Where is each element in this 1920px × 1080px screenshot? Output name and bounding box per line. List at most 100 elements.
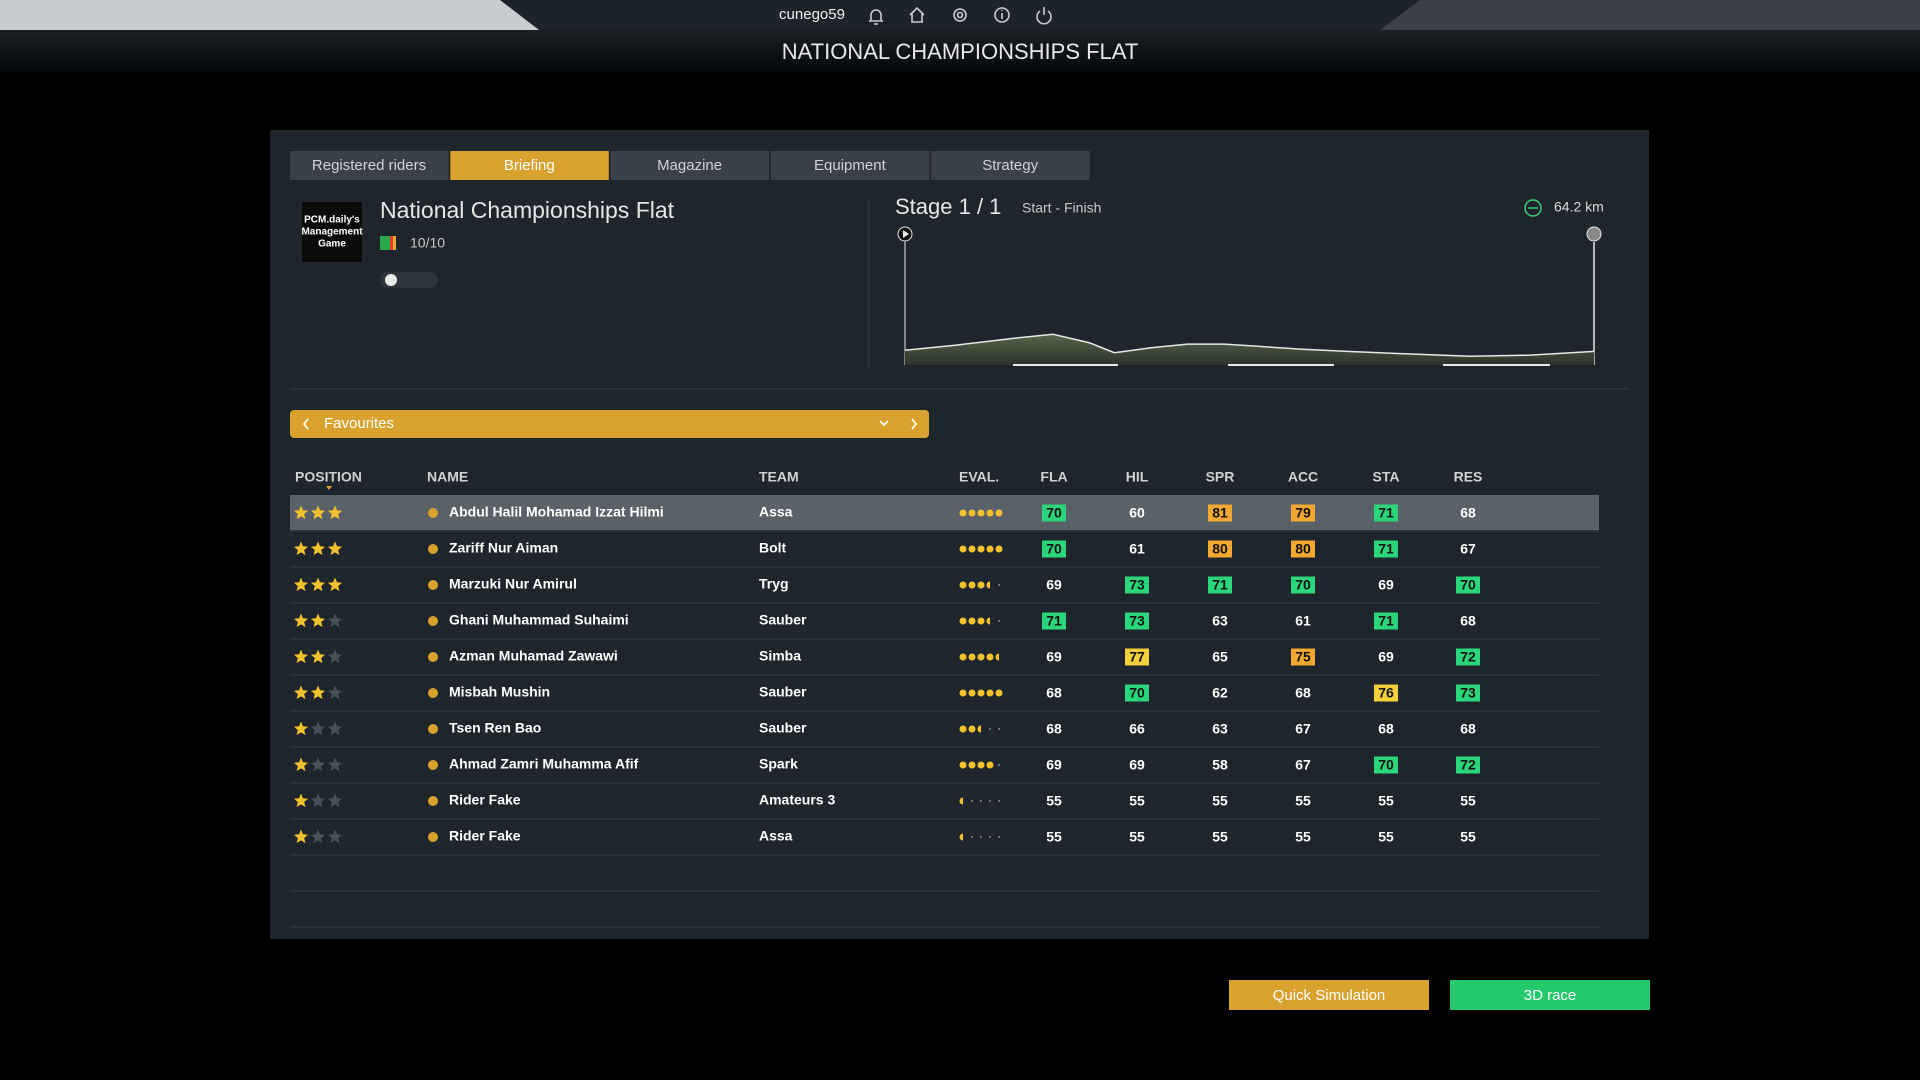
team-name: Simba bbox=[759, 648, 801, 664]
eval-dot bbox=[959, 653, 967, 661]
info-icon[interactable] bbox=[428, 796, 438, 806]
info-icon[interactable] bbox=[428, 688, 438, 698]
rider-name: Zariff Nur Aiman bbox=[449, 540, 558, 556]
eval-dot bbox=[986, 653, 994, 661]
stat-highlight bbox=[1125, 576, 1149, 594]
info-icon[interactable] bbox=[428, 652, 438, 662]
race-name: National Championships Flat bbox=[380, 197, 675, 223]
filter-label: Favourites bbox=[324, 415, 394, 432]
eval-dot bbox=[968, 725, 976, 733]
eval-dot bbox=[995, 509, 1003, 517]
eval-dot bbox=[959, 725, 967, 733]
eval-dot bbox=[959, 689, 967, 697]
star-rating bbox=[293, 757, 343, 772]
stat-value: 68 bbox=[1295, 685, 1311, 701]
stat-value: 69 bbox=[1046, 577, 1062, 593]
eval-dot bbox=[977, 581, 985, 589]
stat-value: 70 bbox=[1295, 577, 1311, 593]
eval-dots bbox=[959, 833, 1000, 841]
eval-empty bbox=[998, 728, 1000, 730]
eval-empty bbox=[998, 836, 1000, 838]
star-rating bbox=[293, 505, 343, 520]
stage-route: Start - Finish bbox=[1022, 200, 1101, 216]
stat-value: 73 bbox=[1129, 613, 1145, 629]
star bbox=[293, 685, 309, 700]
stat-value: 79 bbox=[1295, 505, 1311, 521]
eval-dot bbox=[977, 545, 985, 553]
tab-label: Strategy bbox=[982, 157, 1038, 174]
info-icon[interactable] bbox=[428, 544, 438, 554]
eval-empty bbox=[989, 836, 991, 838]
star bbox=[293, 613, 309, 628]
eval-dots bbox=[959, 509, 1003, 517]
bell-icon[interactable] bbox=[869, 9, 883, 25]
info-icon[interactable] bbox=[428, 760, 438, 770]
stat-value: 66 bbox=[1129, 721, 1145, 737]
eval-dots bbox=[959, 581, 1000, 589]
top-icons bbox=[869, 6, 1052, 25]
stat-value: 55 bbox=[1460, 793, 1476, 809]
star bbox=[310, 613, 326, 628]
info-icon[interactable] bbox=[428, 832, 438, 842]
eval-half-dot bbox=[959, 797, 963, 805]
tab-label: Magazine bbox=[657, 157, 722, 174]
eval-dot bbox=[995, 545, 1003, 553]
info-icon[interactable] bbox=[428, 724, 438, 734]
stat-highlight bbox=[1208, 504, 1232, 522]
team-name: Amateurs 3 bbox=[759, 792, 835, 808]
info-icon[interactable] bbox=[994, 7, 1010, 23]
rider-name: Rider Fake bbox=[449, 792, 521, 808]
race-button[interactable] bbox=[1450, 980, 1650, 1010]
stat-value: 67 bbox=[1295, 721, 1311, 737]
eval-dot bbox=[977, 689, 985, 697]
info-icon[interactable] bbox=[428, 580, 438, 590]
tab[interactable] bbox=[931, 151, 1090, 180]
top-bar-decor bbox=[0, 0, 539, 30]
stat-value: 71 bbox=[1378, 505, 1394, 521]
power-icon[interactable] bbox=[1036, 7, 1052, 25]
tab[interactable] bbox=[610, 151, 770, 180]
stat-value: 67 bbox=[1460, 541, 1476, 557]
eval-empty bbox=[998, 764, 1000, 766]
eval-half-dot bbox=[977, 725, 981, 733]
eval-dot bbox=[968, 761, 976, 769]
column-header: STA bbox=[1373, 469, 1400, 485]
rider-name: Marzuki Nur Amirul bbox=[449, 576, 577, 592]
username: cunego59 bbox=[779, 6, 845, 23]
filter-bar[interactable] bbox=[290, 410, 929, 438]
stat-value: 67 bbox=[1295, 757, 1311, 773]
info-icon[interactable] bbox=[428, 616, 438, 626]
stat-highlight bbox=[1208, 540, 1232, 558]
star-rating bbox=[293, 577, 343, 592]
filter-arrows[interactable] bbox=[302, 418, 918, 430]
star bbox=[293, 829, 309, 844]
sort-indicator bbox=[326, 486, 332, 490]
home-icon[interactable] bbox=[909, 6, 925, 23]
star bbox=[293, 577, 309, 592]
star bbox=[327, 505, 343, 520]
logo-text: PCM.daily's bbox=[304, 215, 360, 226]
title-bar bbox=[0, 30, 1920, 72]
stat-highlight bbox=[1374, 612, 1398, 630]
quick-sim-button[interactable] bbox=[1229, 980, 1429, 1010]
tab[interactable] bbox=[770, 151, 930, 180]
eval-dot bbox=[986, 545, 994, 553]
rider-name: Rider Fake bbox=[449, 828, 521, 844]
info-icon[interactable] bbox=[428, 508, 438, 518]
stat-value: 76 bbox=[1378, 685, 1394, 701]
settings-icon[interactable] bbox=[953, 8, 967, 22]
logo-text: Game bbox=[318, 239, 346, 250]
star bbox=[310, 541, 326, 556]
tab[interactable] bbox=[450, 151, 609, 180]
tab[interactable] bbox=[290, 151, 449, 180]
rider-name: Ahmad Zamri Muhamma Afif bbox=[449, 756, 639, 772]
eval-dots bbox=[959, 761, 1000, 769]
stat-value: 55 bbox=[1046, 793, 1062, 809]
star bbox=[293, 721, 309, 736]
stat-value: 55 bbox=[1378, 829, 1394, 845]
stat-value: 68 bbox=[1460, 613, 1476, 629]
column-header: FLA bbox=[1040, 469, 1067, 485]
tab-label: Briefing bbox=[504, 157, 555, 174]
star-rating bbox=[293, 829, 343, 844]
stat-value: 68 bbox=[1460, 505, 1476, 521]
